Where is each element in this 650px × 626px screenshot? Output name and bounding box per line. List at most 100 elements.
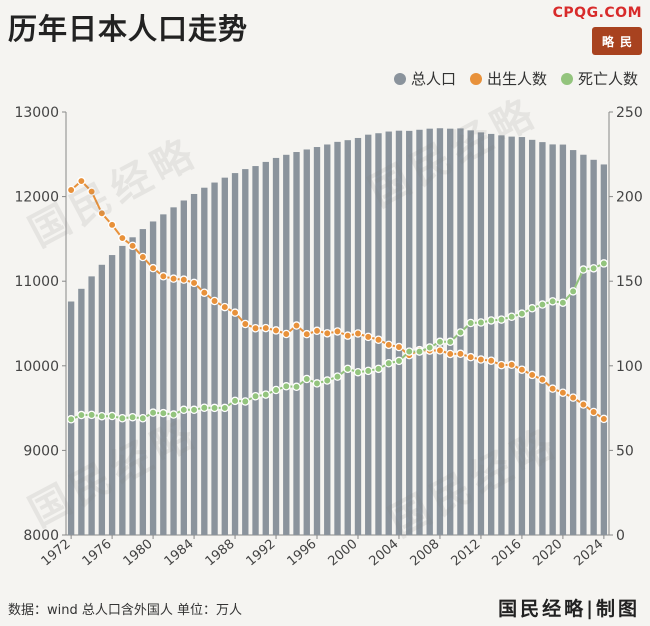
population-bar bbox=[88, 276, 95, 535]
deaths-point bbox=[189, 405, 199, 415]
x-axis-tick-label: 1996 bbox=[285, 537, 320, 570]
deaths-point bbox=[497, 315, 506, 324]
population-bar bbox=[313, 147, 321, 535]
births-point bbox=[77, 176, 86, 186]
births-point bbox=[507, 360, 516, 370]
births-point bbox=[353, 329, 363, 338]
births-point bbox=[435, 346, 445, 355]
deaths-point bbox=[292, 382, 301, 392]
births-point bbox=[558, 388, 568, 397]
right-axis-tick-label: 100 bbox=[616, 359, 643, 375]
deaths-point bbox=[282, 382, 291, 391]
population-bar bbox=[272, 157, 280, 535]
births-point bbox=[497, 360, 506, 370]
deaths-point bbox=[394, 356, 404, 366]
x-axis-tick-label: 2016 bbox=[489, 537, 524, 570]
deaths-point bbox=[159, 408, 168, 418]
population-bar bbox=[528, 139, 536, 535]
deaths-point bbox=[210, 403, 219, 413]
legend-label: 总人口 bbox=[410, 70, 456, 88]
births-point bbox=[538, 375, 547, 384]
births-point bbox=[230, 308, 240, 317]
births-point bbox=[486, 356, 496, 365]
x-axis-tick-label: 1992 bbox=[244, 537, 279, 570]
births-point bbox=[169, 274, 178, 283]
deaths-point bbox=[425, 343, 434, 352]
population-bar bbox=[395, 130, 403, 535]
births-point bbox=[476, 355, 486, 364]
deaths-point bbox=[445, 337, 455, 347]
deaths-point bbox=[353, 367, 363, 377]
births-point bbox=[97, 209, 107, 218]
births-point bbox=[118, 233, 127, 243]
population-bar bbox=[590, 159, 597, 535]
deaths-point bbox=[435, 337, 445, 347]
births-point bbox=[220, 302, 230, 312]
deaths-point bbox=[548, 297, 557, 306]
births-point bbox=[343, 331, 352, 340]
population-bar bbox=[467, 130, 474, 535]
births-point bbox=[589, 407, 598, 417]
population-bar bbox=[539, 142, 546, 535]
deaths-point bbox=[148, 408, 158, 417]
chart-legend: 总人口 出生人数 死亡人数 bbox=[393, 68, 638, 89]
deaths-point bbox=[363, 366, 373, 376]
left-axis-tick-label: 8000 bbox=[23, 528, 59, 544]
chart-canvas: 8000 9000 10000 11000 12000 13000 0 50 100 150 200… bbox=[14, 105, 643, 570]
births-point bbox=[548, 384, 557, 393]
deaths-point bbox=[466, 318, 475, 328]
deaths-point bbox=[107, 411, 117, 421]
population-bar bbox=[283, 154, 290, 535]
deaths-point bbox=[527, 304, 537, 313]
deaths-point bbox=[241, 397, 250, 406]
x-axis-tick-label: 1984 bbox=[162, 537, 197, 570]
legend-swatch-icon bbox=[393, 72, 406, 85]
births-point bbox=[394, 342, 404, 352]
right-axis-tick-label: 50 bbox=[616, 443, 634, 459]
births-point bbox=[374, 335, 383, 344]
deaths-point bbox=[87, 410, 96, 420]
population-bar bbox=[108, 255, 116, 535]
deaths-point bbox=[220, 403, 230, 413]
legend-item-births: 出生人数 bbox=[469, 68, 547, 89]
x-axis-tick-label: 1976 bbox=[80, 537, 115, 570]
births-point bbox=[456, 349, 465, 359]
population-bar bbox=[447, 128, 454, 535]
population-bar bbox=[242, 169, 249, 536]
births-point bbox=[87, 187, 96, 196]
deaths-point bbox=[476, 318, 486, 327]
deaths-point bbox=[415, 347, 424, 356]
deaths-point bbox=[312, 379, 322, 388]
population-bar bbox=[293, 152, 300, 535]
deaths-point bbox=[343, 364, 352, 374]
brand-seal: 略民 bbox=[592, 27, 642, 55]
population-bar bbox=[139, 229, 147, 535]
births-point bbox=[599, 414, 609, 424]
legend-item-deaths: 死亡人数 bbox=[560, 68, 638, 89]
population-bar bbox=[600, 164, 608, 535]
population-bar bbox=[334, 141, 341, 535]
legend-item-total-population: 总人口 bbox=[393, 68, 456, 89]
population-bar bbox=[119, 245, 126, 535]
population-bar bbox=[231, 173, 239, 535]
births-point bbox=[568, 393, 578, 402]
population-bar bbox=[488, 133, 495, 535]
births-point bbox=[210, 296, 219, 306]
legend-label: 出生人数 bbox=[486, 70, 547, 88]
population-bar bbox=[129, 237, 136, 535]
credit-text: 国民经略|制图 bbox=[498, 598, 640, 620]
births-point bbox=[323, 329, 332, 338]
population-bar bbox=[426, 128, 433, 535]
births-point bbox=[251, 323, 260, 333]
deaths-point bbox=[517, 309, 527, 318]
deaths-point bbox=[568, 287, 578, 296]
deaths-point bbox=[384, 359, 393, 368]
x-axis-tick-label: 2004 bbox=[367, 537, 402, 570]
deaths-point bbox=[179, 405, 189, 415]
births-point bbox=[200, 288, 209, 297]
population-bar bbox=[559, 144, 567, 536]
births-point bbox=[517, 365, 527, 374]
births-point bbox=[66, 185, 76, 195]
deaths-point bbox=[97, 411, 107, 421]
population-bar bbox=[303, 149, 310, 536]
